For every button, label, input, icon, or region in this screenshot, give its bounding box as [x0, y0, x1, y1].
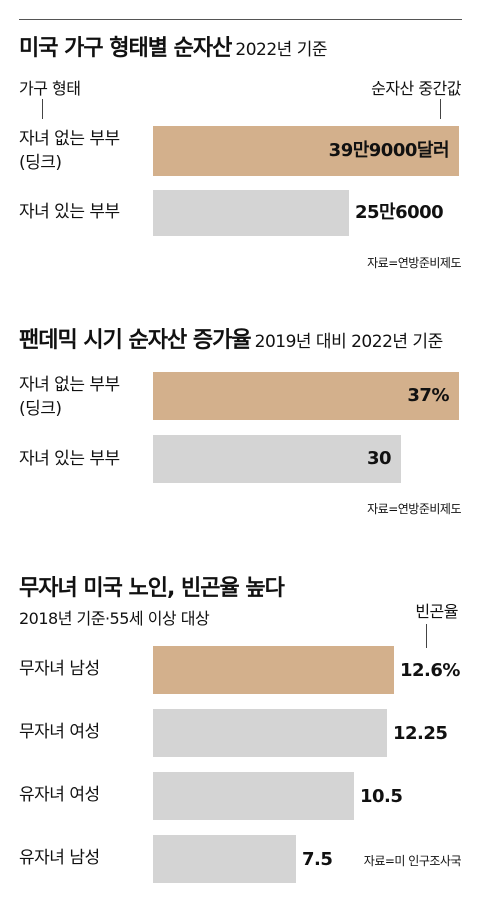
chart3-bar: [153, 835, 296, 883]
chart3-source: 자료=미 인구조사국: [363, 854, 462, 868]
chart1-value-header: 순자산 중간값: [371, 79, 461, 98]
chart1-value-label: 25만6000: [355, 202, 444, 223]
chart3-value-tick: [426, 624, 427, 648]
top-rule: [19, 19, 462, 20]
chart2-subtitle: 2019년 대비 2022년 기준: [254, 332, 444, 352]
chart3-category-label: 무자녀 남성: [19, 659, 100, 679]
chart1-category-label: 자녀 없는 부부 (딩크): [19, 129, 120, 173]
chart1-bar: [153, 190, 349, 236]
chart3-bar: [153, 772, 354, 820]
chart3-value-label: 7.5: [302, 849, 333, 870]
chart3-value-label: 12.25: [393, 723, 448, 744]
chart3-bar: [153, 709, 387, 757]
chart1-value-label: 39만9000달러: [328, 140, 450, 161]
chart1-category-label: 자녀 있는 부부: [19, 202, 120, 222]
chart3-category-label: 유자녀 여성: [19, 785, 100, 805]
chart1-title: 미국 가구 형태별 순자산 2022년 기준: [19, 30, 327, 62]
chart1-bar: [153, 126, 459, 176]
chart2-bar: [153, 372, 459, 420]
chart2-source: 자료=연방준비제도: [367, 502, 461, 516]
chart3-category-label: 유자녀 남성: [19, 848, 100, 868]
chart3-value-header: 빈곤율: [415, 602, 458, 621]
chart2-value-label: 30: [366, 448, 392, 469]
chart3-subtitle: 2018년 기준·55세 이상 대상: [19, 609, 210, 628]
chart1-subtitle: 2022년 기준: [235, 40, 327, 60]
chart3-bar: [153, 646, 394, 694]
chart3-title: 무자녀 미국 노인, 빈곤율 높다: [19, 576, 285, 601]
chart1-title-text: 미국 가구 형태별 순자산: [19, 36, 232, 61]
chart2-category-label: 자녀 있는 부부: [19, 449, 120, 469]
chart3-value-label: 10.5: [360, 786, 403, 807]
chart1-value-tick: [440, 99, 441, 119]
chart1-source: 자료=연방준비제도: [367, 256, 461, 270]
chart1-category-tick: [42, 99, 43, 119]
chart3-value-label: 12.6%: [400, 660, 460, 681]
chart2-title: 팬데믹 시기 순자산 증가율 2019년 대비 2022년 기준: [19, 322, 443, 354]
chart2-title-text: 팬데믹 시기 순자산 증가율: [19, 328, 252, 353]
chart2-value-label: 37%: [407, 385, 449, 406]
chart2-category-label: 자녀 없는 부부 (딩크): [19, 375, 120, 419]
chart1-category-header: 가구 형태: [19, 79, 81, 98]
chart3-category-label: 무자녀 여성: [19, 722, 100, 742]
chart2-bar: [153, 435, 401, 483]
